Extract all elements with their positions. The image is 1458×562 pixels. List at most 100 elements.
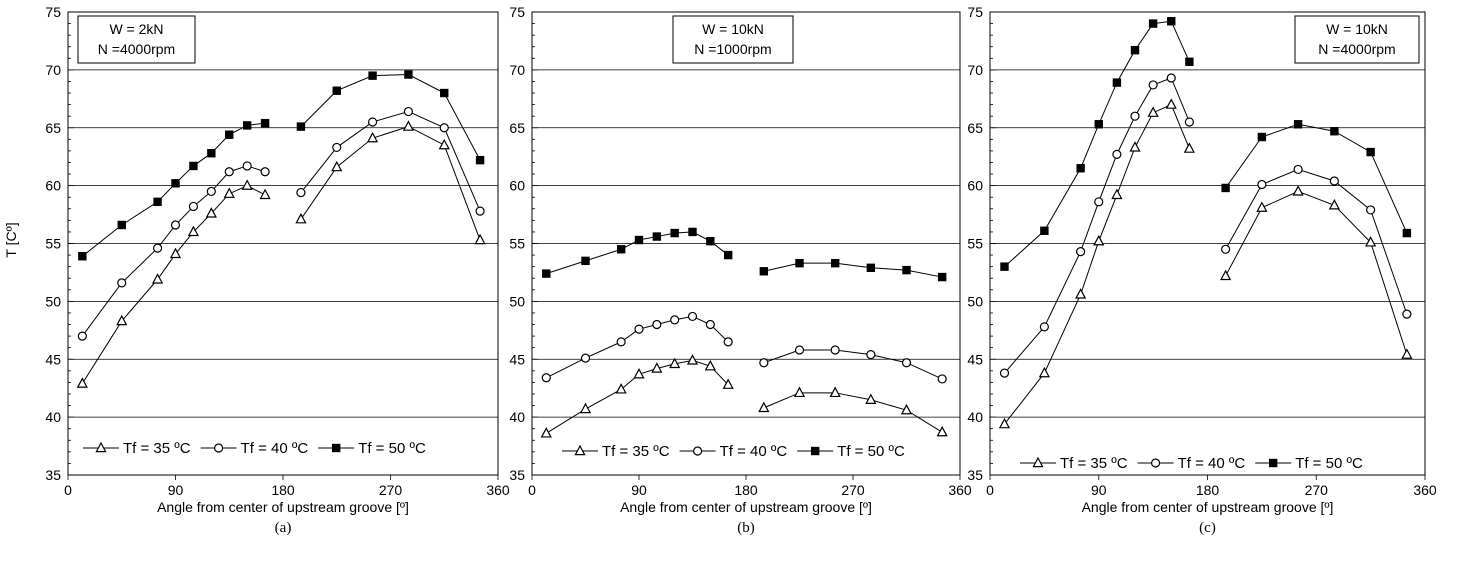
data-point: [402, 120, 415, 131]
data-point: [1185, 57, 1194, 66]
data-point: [651, 362, 663, 373]
y-tick-label: 45: [45, 351, 61, 367]
y-tick-label: 55: [967, 236, 983, 252]
data-point: [794, 345, 805, 355]
data-point: [616, 337, 626, 347]
y-tick-label: 75: [509, 4, 525, 20]
series-triangle-open: [998, 98, 1413, 429]
legend-marker: [95, 441, 107, 453]
series-square-filled: [1000, 17, 1412, 271]
series-line: [300, 111, 481, 212]
y-tick-label: 60: [509, 178, 525, 194]
data-point: [205, 207, 217, 218]
data-point: [170, 220, 181, 230]
data-point: [169, 247, 182, 259]
data-point: [241, 179, 253, 190]
data-point: [223, 187, 235, 198]
data-point: [540, 427, 552, 438]
legend: Tf = 35 ºC Tf = 40 ºC Tf = 50 ºC: [562, 443, 905, 460]
data-point: [189, 161, 198, 171]
data-point: [404, 70, 413, 79]
data-point: [224, 167, 234, 177]
legend-label: Tf = 50 ºC: [1295, 455, 1363, 472]
series-circle-open: [541, 311, 947, 384]
data-point: [688, 227, 697, 237]
data-point: [759, 358, 769, 368]
data-point: [634, 324, 644, 334]
data-point: [1094, 197, 1104, 207]
data-point: [902, 265, 911, 275]
data-point: [1221, 183, 1230, 193]
annotation-text: W = 10kN: [1326, 21, 1388, 37]
annotation-text: N =4000rpm: [98, 41, 175, 57]
data-point: [1183, 142, 1195, 153]
y-tick-label: 60: [967, 178, 983, 194]
data-point: [475, 206, 485, 216]
y-tick-label: 50: [509, 293, 525, 309]
y-tick-label: 75: [45, 4, 61, 20]
data-point: [1130, 111, 1140, 121]
data-point: [1039, 322, 1049, 332]
data-point: [1129, 141, 1141, 152]
data-point: [187, 225, 200, 237]
data-point: [1130, 45, 1140, 55]
legend-marker: [1150, 458, 1161, 468]
data-point: [866, 263, 876, 273]
series-circle-open: [999, 73, 1412, 378]
data-point: [634, 235, 644, 245]
annotation-box: [1294, 15, 1420, 64]
series-triangle-open: [540, 354, 948, 438]
series-line: [1004, 103, 1190, 425]
data-point: [403, 106, 414, 117]
data-point: [1165, 98, 1177, 109]
x-tick-label: 0: [528, 482, 536, 498]
data-point: [1293, 164, 1303, 175]
data-point: [1328, 199, 1340, 210]
x-tick-label: 270: [841, 482, 865, 498]
data-point: [541, 373, 551, 383]
x-tick-label: 180: [734, 482, 758, 498]
data-point: [1111, 188, 1123, 200]
data-point: [367, 117, 378, 127]
legend: Tf = 35 ºC Tf = 40 ºC Tf = 50 ºC: [1020, 455, 1363, 472]
y-tick-label: 35: [509, 467, 525, 483]
data-point: [1147, 106, 1159, 117]
legend-label: Tf = 50 ºC: [358, 440, 426, 457]
data-point: [865, 393, 877, 404]
data-point: [829, 386, 841, 398]
y-tick-label: 75: [967, 4, 983, 20]
y-tick-label: 45: [967, 351, 983, 367]
data-point: [1402, 228, 1412, 238]
data-point: [1076, 247, 1086, 257]
x-tick-label: 270: [379, 482, 403, 498]
data-point: [1292, 185, 1304, 196]
data-point: [152, 243, 163, 253]
data-point: [1293, 120, 1303, 129]
chart-panel-c: 35 40 45 50 55 60 65 70 75 0 90 180 270 360 Angle from…: [967, 4, 1436, 536]
x-tick-label: 360: [486, 482, 510, 498]
data-point: [616, 245, 626, 254]
y-tick-label: 40: [509, 409, 525, 425]
data-point: [705, 319, 715, 330]
data-point: [474, 233, 486, 245]
y-tick-label: 45: [509, 351, 525, 367]
data-point: [77, 331, 87, 341]
data-point: [439, 123, 449, 133]
series-circle-open: [77, 106, 485, 341]
legend-marker: [810, 446, 820, 456]
data-point: [1148, 19, 1158, 28]
data-point: [1401, 348, 1413, 359]
data-point: [830, 258, 840, 268]
data-point: [937, 272, 947, 282]
data-point: [1365, 236, 1377, 247]
series-line: [300, 126, 481, 241]
data-point: [331, 160, 343, 172]
data-point: [1094, 120, 1103, 129]
data-point: [615, 383, 627, 394]
series-line: [763, 262, 943, 278]
panel-caption: (c): [1199, 520, 1216, 536]
series-line: [763, 349, 943, 380]
data-point: [670, 228, 679, 238]
data-point: [76, 377, 88, 388]
data-point: [723, 250, 733, 260]
